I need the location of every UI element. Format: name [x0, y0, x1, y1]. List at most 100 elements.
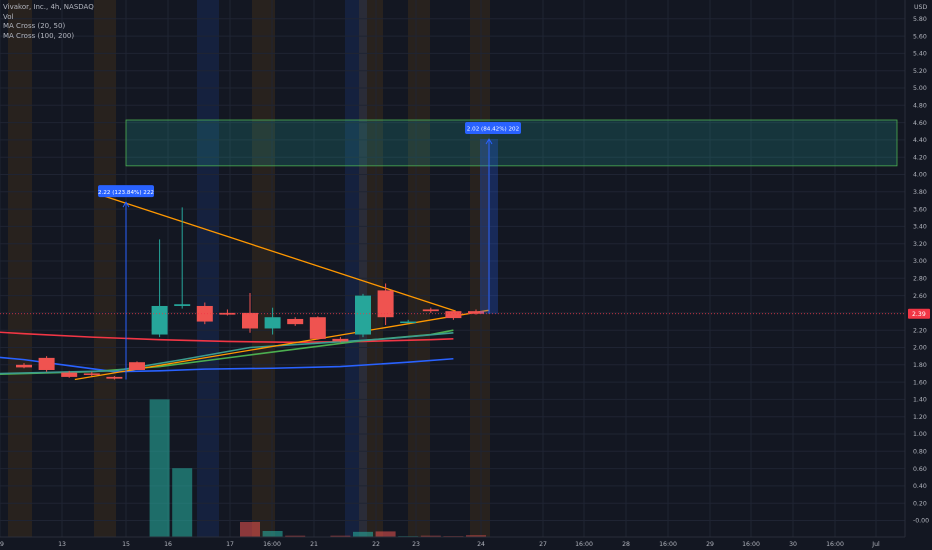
time-tick: 16:00: [263, 541, 281, 548]
price-tick: 3.80: [913, 189, 927, 196]
price-tick: 0.60: [913, 466, 927, 473]
candle-body: [264, 317, 281, 329]
price-tick: 5.40: [913, 51, 927, 58]
legend-ma-cross-100-200[interactable]: MA Cross (100, 200): [3, 31, 75, 40]
volume-bar: [262, 530, 283, 537]
time-tick: 9: [0, 541, 4, 548]
candle[interactable]: [16, 363, 32, 369]
candle[interactable]: [377, 283, 394, 326]
session-band: [94, 0, 116, 537]
price-tick: 0.80: [913, 449, 927, 456]
session-band: [470, 0, 490, 537]
measurement-label-bg: [98, 185, 154, 198]
symbol-title[interactable]: Vivakor, Inc., 4h, NASDAQ: [3, 3, 94, 11]
time-tick: 28: [622, 541, 630, 548]
candle[interactable]: [468, 309, 484, 315]
volume-bars: [149, 399, 486, 537]
price-tick: 3.40: [913, 224, 927, 231]
legend-ma-cross-20-50[interactable]: MA Cross (20, 50): [3, 22, 66, 30]
legend-vol[interactable]: Vol: [3, 12, 14, 21]
price-tick: 0.40: [913, 483, 927, 490]
candle[interactable]: [106, 376, 123, 380]
time-tick: 22: [372, 541, 380, 548]
candle[interactable]: [287, 317, 304, 326]
candle-body: [422, 309, 439, 312]
time-tick: 23: [412, 541, 420, 548]
price-tick: -0.00: [913, 518, 929, 525]
time-axis[interactable]: 9 13 15 16 17 16:00 21 22 23 24 27 16:00 28 16:00 29 16…: [0, 536, 932, 550]
session-band: [252, 0, 275, 537]
candle[interactable]: [445, 310, 462, 320]
candle-body: [151, 305, 168, 335]
candle-body: [287, 318, 304, 325]
candle[interactable]: [264, 307, 281, 335]
time-tick: 16:00: [742, 541, 760, 548]
time-tick: 16:00: [659, 541, 677, 548]
trendline[interactable]: [104, 195, 456, 312]
price-tick: 5.60: [913, 33, 927, 40]
time-tick: 24: [477, 541, 485, 548]
candle-body: [355, 295, 371, 335]
price-tick: 0.20: [913, 500, 927, 507]
candle[interactable]: [309, 316, 326, 340]
measurement-label: 2.22 (123.84%) 222: [98, 190, 154, 196]
candle[interactable]: [242, 293, 258, 333]
volume-bar: [149, 399, 170, 537]
session-band: [359, 0, 383, 537]
volume-bar: [420, 535, 441, 537]
price-tick: 4.00: [913, 172, 927, 179]
volume-bar: [375, 531, 396, 537]
candle[interactable]: [83, 371, 100, 377]
price-tick: 4.20: [913, 154, 927, 161]
candle[interactable]: [355, 293, 371, 338]
candle[interactable]: [422, 307, 439, 313]
price-axis[interactable]: USD -0.00 0.20 0.40 0.60 0.80 1.00 1.20 1.40 1.60…: [904, 0, 932, 550]
candle-body: [129, 362, 145, 370]
chart-legend: Vivakor, Inc., 4h, NASDAQ Vol MA Cross (…: [3, 3, 94, 41]
candle[interactable]: [129, 361, 145, 370]
candle[interactable]: [61, 370, 78, 378]
candle-body: [309, 317, 326, 339]
price-axis-bg: [905, 0, 932, 550]
price-tick: 2.00: [913, 345, 927, 352]
price-tick: 3.20: [913, 241, 927, 248]
time-tick: 29: [706, 541, 714, 548]
candle-body: [38, 357, 55, 370]
price-tick: 3.00: [913, 258, 927, 265]
candle[interactable]: [174, 207, 191, 309]
candle[interactable]: [400, 319, 417, 324]
price-label: 2.39: [912, 311, 926, 318]
candle[interactable]: [332, 337, 349, 343]
candle-body: [16, 364, 32, 368]
candle-body: [400, 321, 417, 324]
price-tick: 2.80: [913, 276, 927, 283]
volume-bar: [240, 521, 260, 537]
time-tick: 17: [226, 541, 234, 548]
session-bands: [8, 0, 490, 537]
ma-line-teal: [0, 331, 454, 375]
price-tick: 5.20: [913, 68, 927, 75]
ma-line-red: [0, 331, 454, 344]
session-band: [197, 0, 219, 537]
candle[interactable]: [151, 239, 168, 338]
candle-body: [61, 372, 78, 377]
time-tick: 21: [310, 541, 318, 548]
price-tick: 5.00: [913, 85, 927, 92]
time-tick: Jul: [871, 541, 880, 548]
measurement-2[interactable]: 2.02 (84.42%) 202: [465, 122, 521, 314]
candle-body: [106, 376, 123, 379]
price-tick: 1.00: [913, 431, 927, 438]
candle-body: [332, 338, 349, 342]
time-tick: 16:00: [826, 541, 844, 548]
volume-bar: [353, 531, 373, 537]
candle[interactable]: [219, 309, 236, 316]
measurement-tools[interactable]: 2.22 (123.84%) 222 2.02 (84.42%) 202: [98, 122, 521, 380]
candles[interactable]: [16, 207, 484, 380]
grid-lines: [0, 0, 905, 537]
measurement-1[interactable]: 2.22 (123.84%) 222: [98, 185, 154, 380]
price-tick: 1.40: [913, 397, 927, 404]
price-tick: 5.80: [913, 16, 927, 23]
time-tick: 15: [122, 541, 130, 548]
candle[interactable]: [38, 356, 55, 372]
